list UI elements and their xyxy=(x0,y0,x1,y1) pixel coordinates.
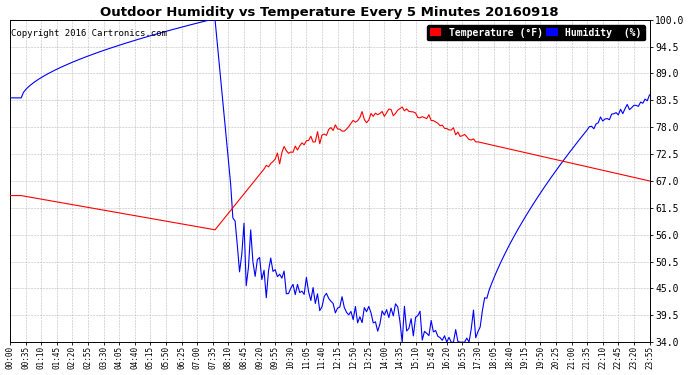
Text: Copyright 2016 Cartronics.com: Copyright 2016 Cartronics.com xyxy=(11,29,167,38)
Title: Outdoor Humidity vs Temperature Every 5 Minutes 20160918: Outdoor Humidity vs Temperature Every 5 … xyxy=(101,6,559,18)
Legend: Temperature (°F), Humidity  (%): Temperature (°F), Humidity (%) xyxy=(426,25,644,40)
